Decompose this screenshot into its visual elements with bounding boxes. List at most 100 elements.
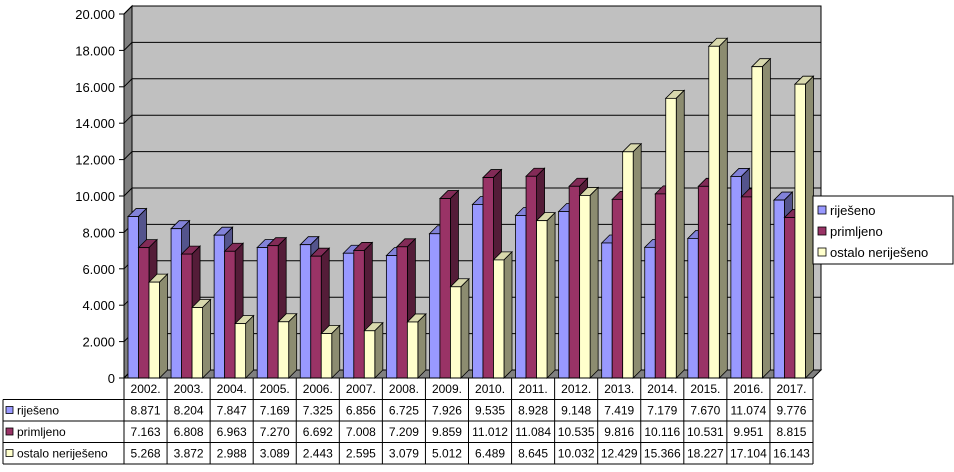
data-label: 15.366 <box>644 447 681 461</box>
data-label: 7.926 <box>432 404 462 418</box>
data-label: 6.856 <box>346 404 376 418</box>
y-tick-label: 18.000 <box>75 43 115 58</box>
y-tick-label: 14.000 <box>75 116 115 131</box>
bar-side-face <box>761 57 771 379</box>
bar-front-face <box>450 286 462 379</box>
legend-label: primljeno <box>830 224 883 239</box>
bar-front-face <box>740 196 753 379</box>
x-tick-label: 2006. <box>303 382 333 396</box>
bar-front-face <box>579 195 591 379</box>
x-tick-label: 2007. <box>346 382 376 396</box>
bar-side-face <box>675 89 685 379</box>
gridline <box>123 151 821 160</box>
gridline <box>123 78 821 88</box>
bar-front-face <box>277 321 290 379</box>
bar <box>621 142 643 379</box>
bar-front-face <box>784 217 796 379</box>
data-label: 2.443 <box>303 447 333 461</box>
bar-side-face <box>202 298 211 379</box>
bar-front-face <box>751 66 763 379</box>
data-label: 17.104 <box>730 447 767 461</box>
bar-side-face <box>718 37 728 379</box>
data-label: 11.012 <box>472 425 508 439</box>
data-label: 2.988 <box>217 447 247 461</box>
bar-front-face <box>224 250 236 379</box>
legend: riješeno primljeno ostalo neriješeno <box>812 195 954 265</box>
bar-front-face <box>568 185 581 379</box>
x-tick-label: 2015. <box>690 382 720 396</box>
bar-side-face <box>805 75 814 379</box>
bars <box>127 37 815 379</box>
bar-front-face <box>697 185 710 379</box>
bar-side-face <box>503 250 513 379</box>
bar-side-face <box>632 142 642 379</box>
data-label: 6.808 <box>174 425 204 439</box>
data-label: 7.179 <box>647 404 677 418</box>
bar-front-face <box>644 246 656 379</box>
bar-front-face <box>665 97 677 379</box>
data-label: 11.084 <box>515 425 551 439</box>
legend-swatch <box>817 205 827 215</box>
gridline <box>123 5 821 15</box>
bar <box>320 324 341 379</box>
data-label: 7.270 <box>260 425 290 439</box>
bar-front-face <box>396 246 408 379</box>
data-label: 7.670 <box>690 404 720 418</box>
bar-side-face <box>589 186 599 379</box>
table-legend-key <box>5 449 14 457</box>
bar <box>535 211 557 379</box>
table-legend-key <box>5 406 14 414</box>
gridline <box>123 114 821 124</box>
bar <box>707 37 729 379</box>
data-label: 6.489 <box>475 447 505 461</box>
x-tick-label: 2017. <box>776 382 806 396</box>
legend-swatch <box>817 247 827 257</box>
bar <box>492 250 513 379</box>
bar-front-face <box>708 45 720 379</box>
data-label: 5.012 <box>432 447 462 461</box>
bar <box>277 312 298 379</box>
data-label: 8.928 <box>518 404 548 418</box>
bar <box>578 186 600 379</box>
bar-front-face <box>601 242 613 379</box>
y-tick-label: 0 <box>108 371 115 386</box>
data-label: 16.143 <box>773 447 810 461</box>
bar-front-face <box>385 255 398 379</box>
bar-front-face <box>429 233 441 379</box>
bar <box>406 312 427 379</box>
data-label: 8.645 <box>518 447 548 461</box>
bar-front-face <box>342 252 355 379</box>
data-label: 10.535 <box>558 425 595 439</box>
data-label: 6.725 <box>389 404 419 418</box>
data-label: 8.204 <box>174 404 204 418</box>
table-legend-key <box>5 427 14 436</box>
data-label: 7.325 <box>303 404 333 418</box>
data-label: 3.872 <box>174 447 204 461</box>
bar <box>793 75 815 379</box>
bar-front-face <box>611 198 624 379</box>
data-label: 6.692 <box>303 425 333 439</box>
bar-front-face <box>622 151 634 379</box>
y-tick-label: 8.000 <box>82 225 115 240</box>
x-tick-label: 2012. <box>561 382 591 396</box>
bar-front-face <box>773 199 785 379</box>
bar-front-face <box>558 211 570 379</box>
data-label: 10.032 <box>558 447 595 461</box>
x-tick-label: 2008. <box>389 382 419 396</box>
legend-label: riješeno <box>830 203 876 218</box>
data-label: 10.116 <box>644 425 680 439</box>
legend-label: ostalo neriješeno <box>830 245 928 260</box>
data-label: 11.074 <box>731 404 767 418</box>
data-label: 2.595 <box>346 447 376 461</box>
bar-side-face <box>417 312 427 379</box>
bar <box>449 277 470 379</box>
bar-front-face <box>320 333 333 379</box>
bar <box>363 321 384 379</box>
data-label: 9.816 <box>604 425 634 439</box>
data-label: 3.089 <box>260 447 290 461</box>
bar-side-face <box>288 312 298 379</box>
y-tick-label: 20.000 <box>75 7 115 22</box>
bar-front-face <box>213 234 226 379</box>
data-label: 8.815 <box>776 425 806 439</box>
